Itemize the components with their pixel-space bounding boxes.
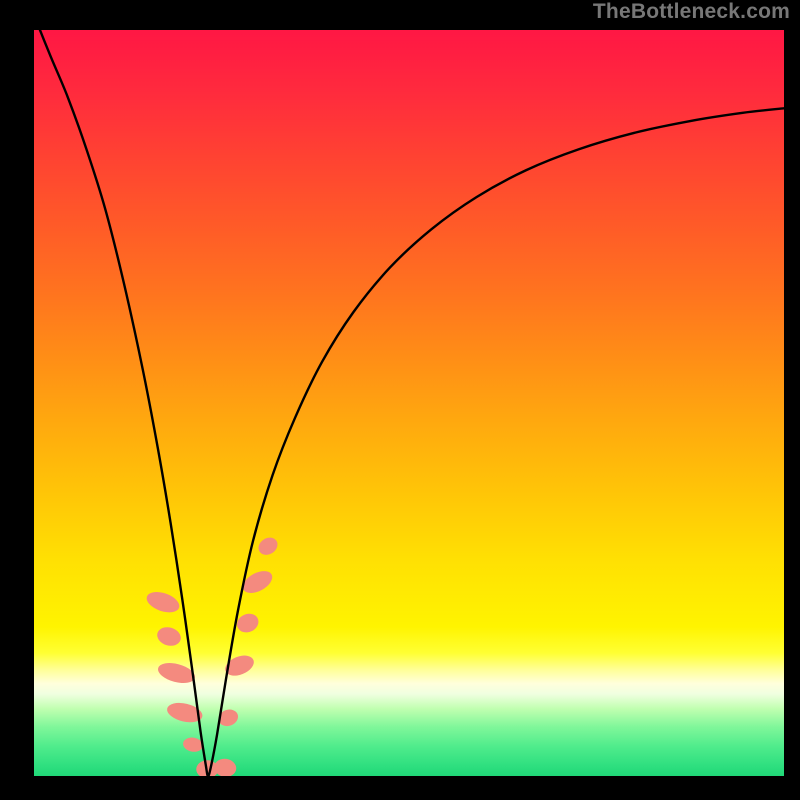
plot-area xyxy=(34,30,784,776)
watermark-text: TheBottleneck.com xyxy=(593,0,790,24)
plot-svg xyxy=(34,30,784,776)
plot-background xyxy=(34,30,784,776)
figure-container: TheBottleneck.com xyxy=(0,0,800,800)
